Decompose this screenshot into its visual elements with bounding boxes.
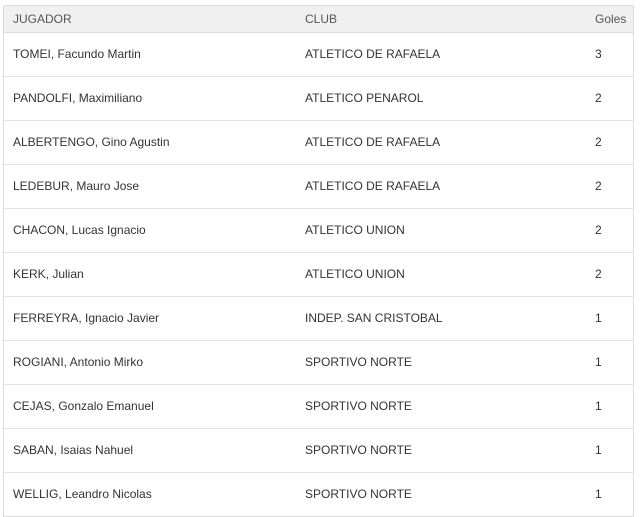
player-name-cell: KERK, Julian (3, 252, 298, 297)
club-cell: ATLETICO UNION (298, 208, 587, 253)
player-name-cell: CHACON, Lucas Ignacio (3, 208, 298, 253)
goals-cell: 1 (587, 472, 634, 517)
goals-cell: 1 (587, 296, 634, 341)
club-cell: ATLETICO DE RAFAELA (298, 120, 587, 165)
table-row: TOMEI, Facundo Martin ATLETICO DE RAFAEL… (3, 32, 634, 77)
goals-cell: 2 (587, 208, 634, 253)
player-name-cell: WELLIG, Leandro Nicolas (3, 472, 298, 517)
goals-cell: 1 (587, 340, 634, 385)
club-cell: INDEP. SAN CRISTOBAL (298, 296, 587, 341)
table-row: KERK, Julian ATLETICO UNION 2 (3, 252, 634, 297)
club-cell: SPORTIVO NORTE (298, 340, 587, 385)
player-name-cell: PANDOLFI, Maximiliano (3, 76, 298, 121)
player-name-cell: ROGIANI, Antonio Mirko (3, 340, 298, 385)
goals-cell: 1 (587, 384, 634, 429)
goals-cell: 3 (587, 32, 634, 77)
table-row: PANDOLFI, Maximiliano ATLETICO PENAROL 2 (3, 76, 634, 121)
goals-cell: 2 (587, 252, 634, 297)
club-cell: ATLETICO PENAROL (298, 76, 587, 121)
club-cell: SPORTIVO NORTE (298, 472, 587, 517)
column-header-player: JUGADOR (3, 5, 298, 33)
scorers-table: JUGADOR CLUB Goles TOMEI, Facundo Martin… (3, 5, 634, 517)
table-row: CHACON, Lucas Ignacio ATLETICO UNION 2 (3, 208, 634, 253)
club-cell: ATLETICO UNION (298, 252, 587, 297)
goals-cell: 2 (587, 164, 634, 209)
table-row: LEDEBUR, Mauro Jose ATLETICO DE RAFAELA … (3, 164, 634, 209)
table-row: ALBERTENGO, Gino Agustin ATLETICO DE RAF… (3, 120, 634, 165)
player-name-cell: ALBERTENGO, Gino Agustin (3, 120, 298, 165)
club-cell: ATLETICO DE RAFAELA (298, 32, 587, 77)
goals-cell: 2 (587, 120, 634, 165)
table-row: SABAN, Isaias Nahuel SPORTIVO NORTE 1 (3, 428, 634, 473)
goals-cell: 2 (587, 76, 634, 121)
player-name-cell: SABAN, Isaias Nahuel (3, 428, 298, 473)
table-row: CEJAS, Gonzalo Emanuel SPORTIVO NORTE 1 (3, 384, 634, 429)
table-header: JUGADOR CLUB Goles (3, 5, 634, 33)
column-header-club: CLUB (298, 5, 587, 33)
column-header-goals: Goles (587, 5, 634, 33)
table-body: TOMEI, Facundo Martin ATLETICO DE RAFAEL… (3, 32, 634, 517)
goals-cell: 1 (587, 428, 634, 473)
player-name-cell: FERREYRA, Ignacio Javier (3, 296, 298, 341)
header-row: JUGADOR CLUB Goles (3, 5, 634, 33)
player-name-cell: CEJAS, Gonzalo Emanuel (3, 384, 298, 429)
club-cell: SPORTIVO NORTE (298, 384, 587, 429)
player-name-cell: LEDEBUR, Mauro Jose (3, 164, 298, 209)
table-row: ROGIANI, Antonio Mirko SPORTIVO NORTE 1 (3, 340, 634, 385)
club-cell: ATLETICO DE RAFAELA (298, 164, 587, 209)
player-name-cell: TOMEI, Facundo Martin (3, 32, 298, 77)
table-row: FERREYRA, Ignacio Javier INDEP. SAN CRIS… (3, 296, 634, 341)
club-cell: SPORTIVO NORTE (298, 428, 587, 473)
table-row: WELLIG, Leandro Nicolas SPORTIVO NORTE 1 (3, 472, 634, 517)
